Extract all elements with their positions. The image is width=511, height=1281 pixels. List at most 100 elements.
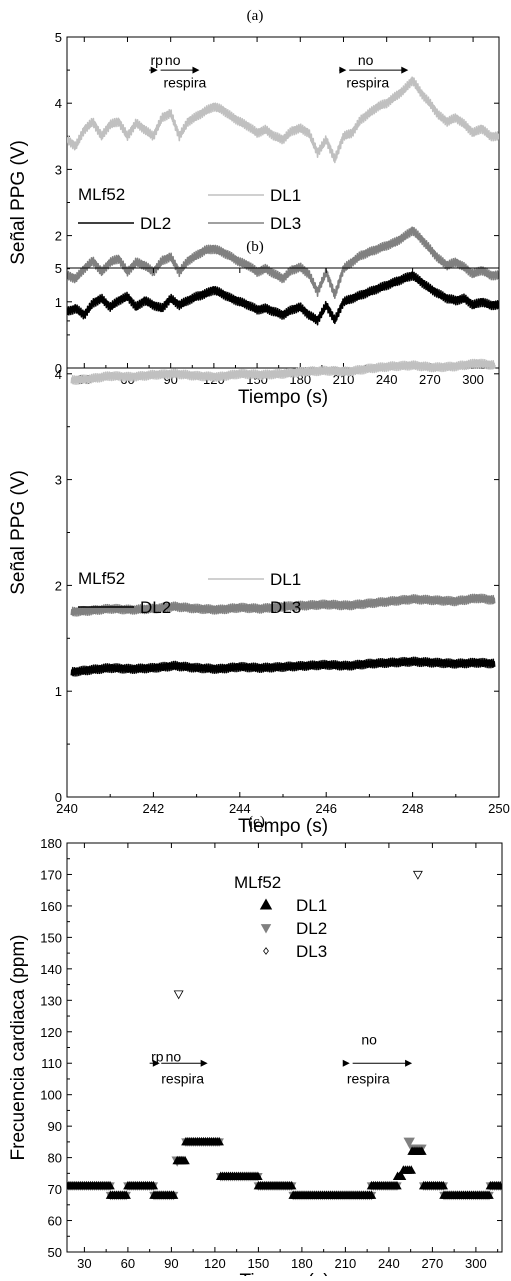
x-tick-label: 150 bbox=[248, 1256, 270, 1271]
x-tick-label: 248 bbox=[402, 801, 424, 816]
y-tick-label: 5 bbox=[55, 30, 62, 45]
y-tick-label: 2 bbox=[55, 578, 62, 593]
y-tick-label: 2 bbox=[55, 229, 62, 244]
x-tick-label: 90 bbox=[164, 1256, 178, 1271]
annotation-text: no bbox=[361, 1031, 377, 1047]
annotation-text: rp bbox=[151, 52, 164, 68]
marker-DL1 bbox=[406, 1165, 416, 1174]
panel-1: (b) 0 1 2 3 4 5 240 242 244 246 248 250 Tiempo (s) Señ… bbox=[8, 239, 510, 837]
legend: MLf52 DL1 DL2 DL3 bbox=[78, 569, 301, 617]
x-tick-label: 270 bbox=[422, 1256, 444, 1271]
annotation-text: no bbox=[165, 52, 181, 68]
x-axis-title: Tiempo (s) bbox=[238, 816, 328, 837]
legend-label-DL3: DL3 bbox=[296, 942, 327, 961]
marker-DL1 bbox=[396, 1171, 407, 1180]
annotation-arrowhead bbox=[401, 66, 409, 74]
series-line-DL2 bbox=[67, 271, 499, 326]
x-tick-label: 120 bbox=[204, 1256, 226, 1271]
legend: MLf52 DL1 DL2 DL3 bbox=[234, 873, 327, 961]
marker-DL1 bbox=[253, 1171, 263, 1180]
x-tick-label: 240 bbox=[376, 372, 398, 387]
legend-title: MLf52 bbox=[78, 185, 125, 204]
series-line-DL1 bbox=[67, 76, 499, 164]
legend-label-DL1: DL1 bbox=[270, 570, 301, 589]
x-tick-label: 60 bbox=[121, 1256, 135, 1271]
annotation-arrowhead bbox=[342, 1059, 350, 1067]
series-line-DL1 bbox=[70, 358, 496, 385]
legend-label-DL2: DL2 bbox=[140, 214, 171, 233]
marker-DL2 bbox=[403, 1137, 415, 1148]
legend-marker-DL2 bbox=[260, 924, 272, 934]
annotation-arrowhead bbox=[150, 66, 158, 74]
y-tick-label: 1 bbox=[55, 295, 62, 310]
marker-DL1 bbox=[180, 1155, 190, 1165]
y-tick-label: 110 bbox=[41, 1056, 62, 1071]
x-tick-label: 244 bbox=[229, 801, 251, 816]
annotation-text: rp bbox=[151, 1049, 164, 1065]
data-layer bbox=[70, 358, 496, 677]
x-tick-label: 270 bbox=[419, 372, 441, 387]
marker-DL1 bbox=[105, 1180, 115, 1190]
annotation-text: respira bbox=[347, 1071, 390, 1087]
x-tick-label: 240 bbox=[56, 801, 78, 816]
series-line-DL3 bbox=[70, 593, 496, 617]
y-tick-label: 4 bbox=[55, 367, 62, 382]
x-tick-label: 240 bbox=[378, 1256, 400, 1271]
y-tick-label: 120 bbox=[40, 1025, 62, 1040]
x-tick-label: 250 bbox=[488, 801, 510, 816]
legend-label-DL2: DL2 bbox=[296, 919, 327, 938]
annotation-arrowhead bbox=[152, 1059, 160, 1067]
marker-DL1 bbox=[438, 1180, 449, 1190]
series-line-DL2 bbox=[70, 656, 496, 677]
data-layer bbox=[67, 870, 502, 1201]
y-tick-label: 60 bbox=[48, 1214, 62, 1229]
marker-DL1 bbox=[417, 1146, 427, 1155]
y-tick-label: 160 bbox=[40, 899, 62, 914]
y-tick-label: 3 bbox=[55, 473, 62, 488]
x-tick-label: 180 bbox=[291, 1256, 313, 1271]
y-tick-label: 180 bbox=[40, 836, 62, 851]
marker-DL1 bbox=[495, 1180, 502, 1190]
x-tick-label: 300 bbox=[462, 372, 484, 387]
y-axis-title: Frecuencia cardiaca (ppm) bbox=[8, 935, 29, 1161]
series-line-DL3 bbox=[67, 226, 499, 299]
marker-DL1 bbox=[392, 1180, 402, 1190]
annotation-arrowhead bbox=[405, 1059, 413, 1067]
y-tick-label: 4 bbox=[55, 96, 62, 111]
annotation-arrowhead bbox=[200, 1059, 208, 1067]
annotation-text: respira bbox=[346, 74, 389, 90]
annotation-text: respira bbox=[163, 74, 206, 90]
annotation-arrowhead bbox=[339, 66, 347, 74]
y-tick-label: 150 bbox=[40, 930, 62, 945]
x-tick-label: 246 bbox=[315, 801, 337, 816]
x-tick-label: 30 bbox=[77, 1256, 91, 1271]
legend-marker-DL3 bbox=[263, 947, 269, 955]
plot-frame bbox=[66, 842, 503, 1253]
panel-label: (c) bbox=[248, 814, 265, 830]
y-tick-label: 100 bbox=[40, 1088, 62, 1103]
y-tick-label: 0 bbox=[55, 361, 62, 376]
x-tick-label: 210 bbox=[335, 1256, 357, 1271]
marker-DL1 bbox=[484, 1190, 494, 1199]
legend: MLf52 DL1 DL2 DL3 bbox=[78, 185, 301, 233]
y-tick-label: 130 bbox=[40, 993, 62, 1008]
y-tick-label: 170 bbox=[40, 867, 62, 882]
marker-DL1 bbox=[121, 1190, 131, 1199]
y-tick-label: 3 bbox=[55, 162, 62, 177]
legend-label-DL3: DL3 bbox=[270, 214, 301, 233]
marker-DL3-outlier bbox=[173, 990, 184, 1000]
y-tick-label: 0 bbox=[55, 790, 62, 805]
x-tick-label: 242 bbox=[143, 801, 165, 816]
plot-frame bbox=[66, 267, 500, 798]
y-tick-label: 1 bbox=[55, 684, 62, 699]
annotation-arrowhead bbox=[192, 66, 200, 74]
y-tick-label: 5 bbox=[55, 261, 62, 276]
data-layer bbox=[67, 76, 499, 326]
y-axis-title: Señal PPG (V) bbox=[8, 140, 29, 265]
legend-label-DL1: DL1 bbox=[270, 186, 301, 205]
y-tick-label: 70 bbox=[48, 1182, 62, 1197]
legend-label-DL2: DL2 bbox=[140, 598, 171, 617]
marker-DL1 bbox=[286, 1180, 297, 1190]
